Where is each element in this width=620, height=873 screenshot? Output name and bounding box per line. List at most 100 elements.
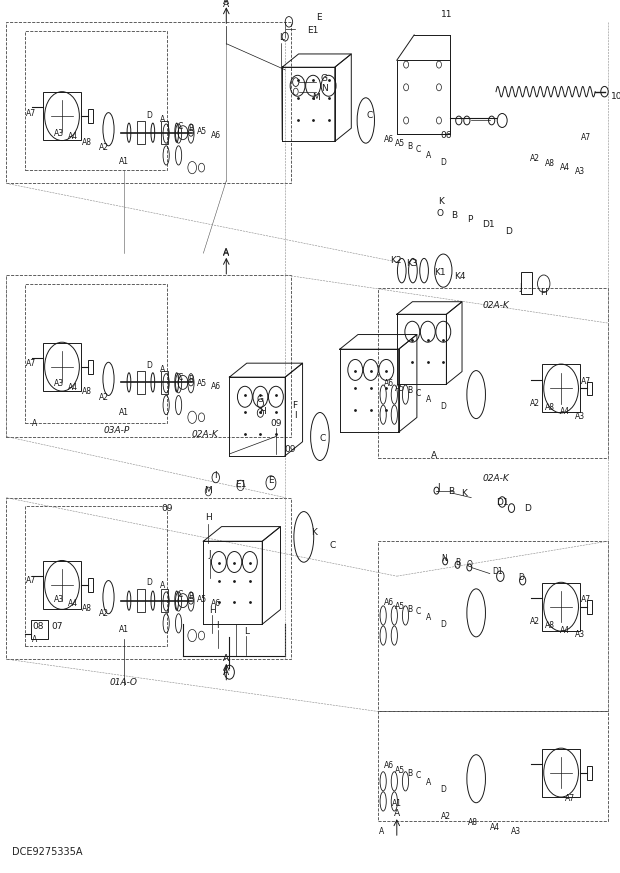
Text: A: A [223,0,229,6]
Bar [88,578,93,592]
Text: A: A [32,419,37,428]
Text: A: A [427,151,432,160]
Text: M: M [205,486,212,495]
Text: B: B [407,142,412,151]
Text: 06: 06 [441,131,452,140]
Bar [43,342,81,391]
Text: A2: A2 [441,812,451,821]
Text: A4: A4 [68,133,78,141]
Text: A6: A6 [384,135,394,144]
Text: A5: A5 [395,766,405,775]
Text: D1: D1 [482,220,495,229]
Text: C: C [415,772,420,780]
Text: C: C [366,111,373,120]
Bar [6,275,291,436]
Text: A3: A3 [511,828,521,836]
Bar [25,31,167,170]
Bar [378,711,608,821]
Text: A5: A5 [395,602,405,611]
Text: A8: A8 [82,604,92,613]
Text: A2: A2 [99,393,109,402]
Text: A: A [161,581,166,590]
Bar [6,498,291,659]
Text: A8: A8 [82,138,92,147]
Text: B: B [451,211,458,220]
Text: D: D [440,621,446,629]
Text: A5: A5 [197,127,207,136]
Text: H: H [209,607,215,615]
Text: E: E [316,13,322,22]
Text: 08: 08 [33,622,44,631]
Text: A7: A7 [565,794,575,803]
Text: A7: A7 [26,576,36,585]
Text: I: I [215,471,217,480]
Bar [137,371,144,394]
Text: J: J [209,550,211,559]
Text: A4: A4 [68,599,78,608]
Text: C: C [415,608,420,616]
Text: 01A-O: 01A-O [110,678,138,687]
Bar [25,506,167,646]
Text: C: C [330,541,336,550]
Text: E1: E1 [308,26,319,35]
Text: B: B [188,124,193,133]
Text: B: B [407,769,412,778]
Text: A4: A4 [560,408,570,416]
Text: A6: A6 [384,761,394,770]
Text: B: B [455,558,460,567]
Text: 11: 11 [441,10,452,19]
Text: D: D [524,505,531,513]
Text: B: B [407,605,412,614]
Text: K1: K1 [435,268,446,277]
Text: DCE9275335A: DCE9275335A [12,848,83,857]
Bar [542,748,580,796]
Text: A2: A2 [99,609,109,618]
Bar [161,371,169,394]
Text: A: A [161,115,166,124]
Text: A6: A6 [211,131,221,140]
Text: A7: A7 [26,360,36,368]
Text: L: L [244,627,249,636]
Text: A7: A7 [581,595,591,604]
Text: D1: D1 [496,498,508,507]
Text: K: K [461,490,467,498]
Text: C: C [178,590,183,599]
Text: A8: A8 [82,388,92,396]
Text: D: D [146,361,152,370]
Text: A: A [379,828,384,836]
Text: A4: A4 [560,626,570,635]
Text: A3: A3 [54,379,64,388]
Text: F: F [293,402,298,410]
Text: A2: A2 [529,155,539,163]
Text: A8: A8 [545,622,555,630]
Text: A6: A6 [211,599,221,608]
Bar [587,600,592,614]
Bar [88,109,93,123]
Text: 10: 10 [611,93,620,101]
Text: A: A [223,248,229,257]
Text: B: B [407,387,412,395]
Text: A: A [161,365,166,374]
Text: B: B [188,375,193,384]
Bar [587,766,592,780]
Text: A: A [431,451,437,460]
Text: P: P [467,216,472,224]
Text: C: C [320,435,326,443]
Text: A8: A8 [545,403,555,412]
Text: I: I [216,622,219,630]
Text: B: B [188,592,193,601]
Text: 03A-P: 03A-P [104,426,130,435]
Text: A4: A4 [560,163,570,172]
Text: A7: A7 [581,377,591,386]
Bar [137,589,144,612]
Text: A3: A3 [54,595,64,604]
Text: 02A-K: 02A-K [191,430,218,439]
Text: H: H [260,407,266,416]
Bar [161,589,169,612]
Bar [542,364,580,412]
Text: A7: A7 [26,109,36,118]
Text: C: C [415,145,420,154]
Bar [43,561,81,609]
Text: A6: A6 [384,380,394,388]
Text: A8: A8 [467,818,477,827]
